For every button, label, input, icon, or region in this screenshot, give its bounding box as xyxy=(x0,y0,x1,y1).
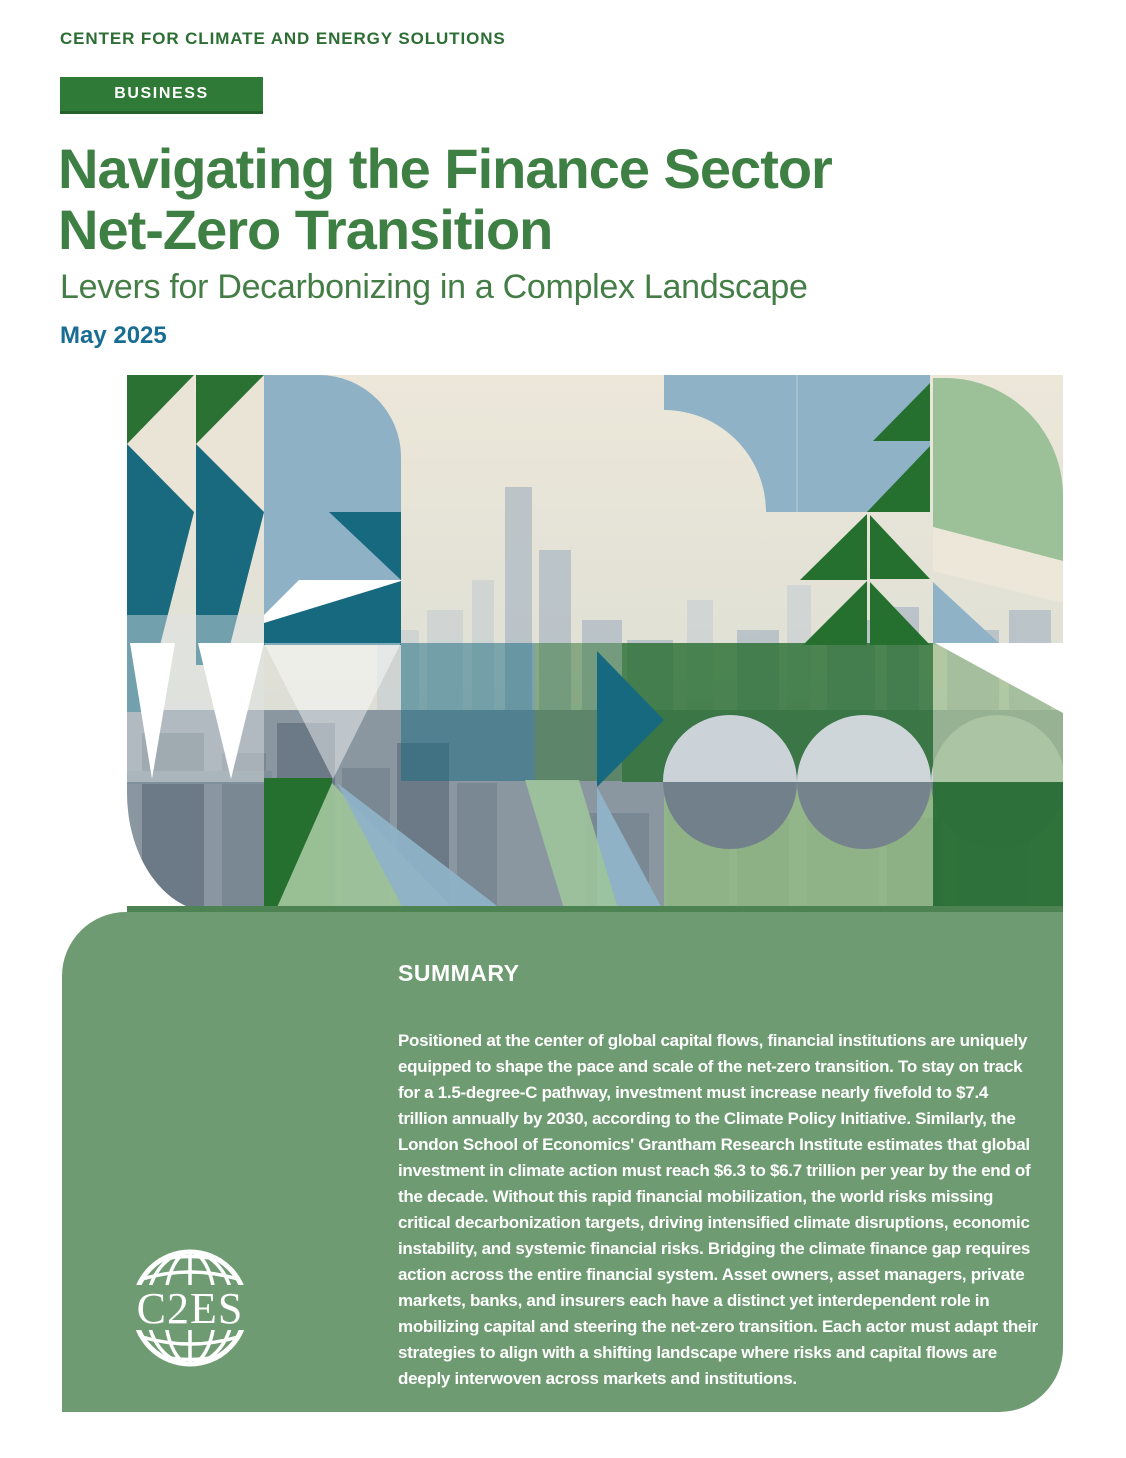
organization-name: CENTER FOR CLIMATE AND ENERGY SOLUTIONS xyxy=(60,29,506,48)
c2es-logo-text: C2ES xyxy=(137,1284,244,1333)
summary-heading: SUMMARY xyxy=(398,960,520,986)
page-title-line1: Navigating the Finance Sector xyxy=(58,137,833,200)
page-subtitle: Levers for Decarbonizing in a Complex La… xyxy=(60,268,808,306)
hero-collage-graphic xyxy=(127,375,1063,912)
c2es-logo: C2ES xyxy=(128,1246,252,1370)
summary-panel: SUMMARY Positioned at the center of glob… xyxy=(62,912,1063,1412)
globe-icon: C2ES xyxy=(130,1249,250,1367)
publication-date: May 2025 xyxy=(60,322,167,349)
category-badge-label: BUSINESS xyxy=(114,85,209,102)
page-title-line2: Net-Zero Transition xyxy=(58,198,553,261)
hero-collage-image xyxy=(127,375,1063,912)
summary-body-text: Positioned at the center of global capit… xyxy=(398,1031,1038,1388)
category-badge: BUSINESS xyxy=(60,77,263,114)
page-title: Navigating the Finance Sector Net-Zero T… xyxy=(58,137,833,261)
